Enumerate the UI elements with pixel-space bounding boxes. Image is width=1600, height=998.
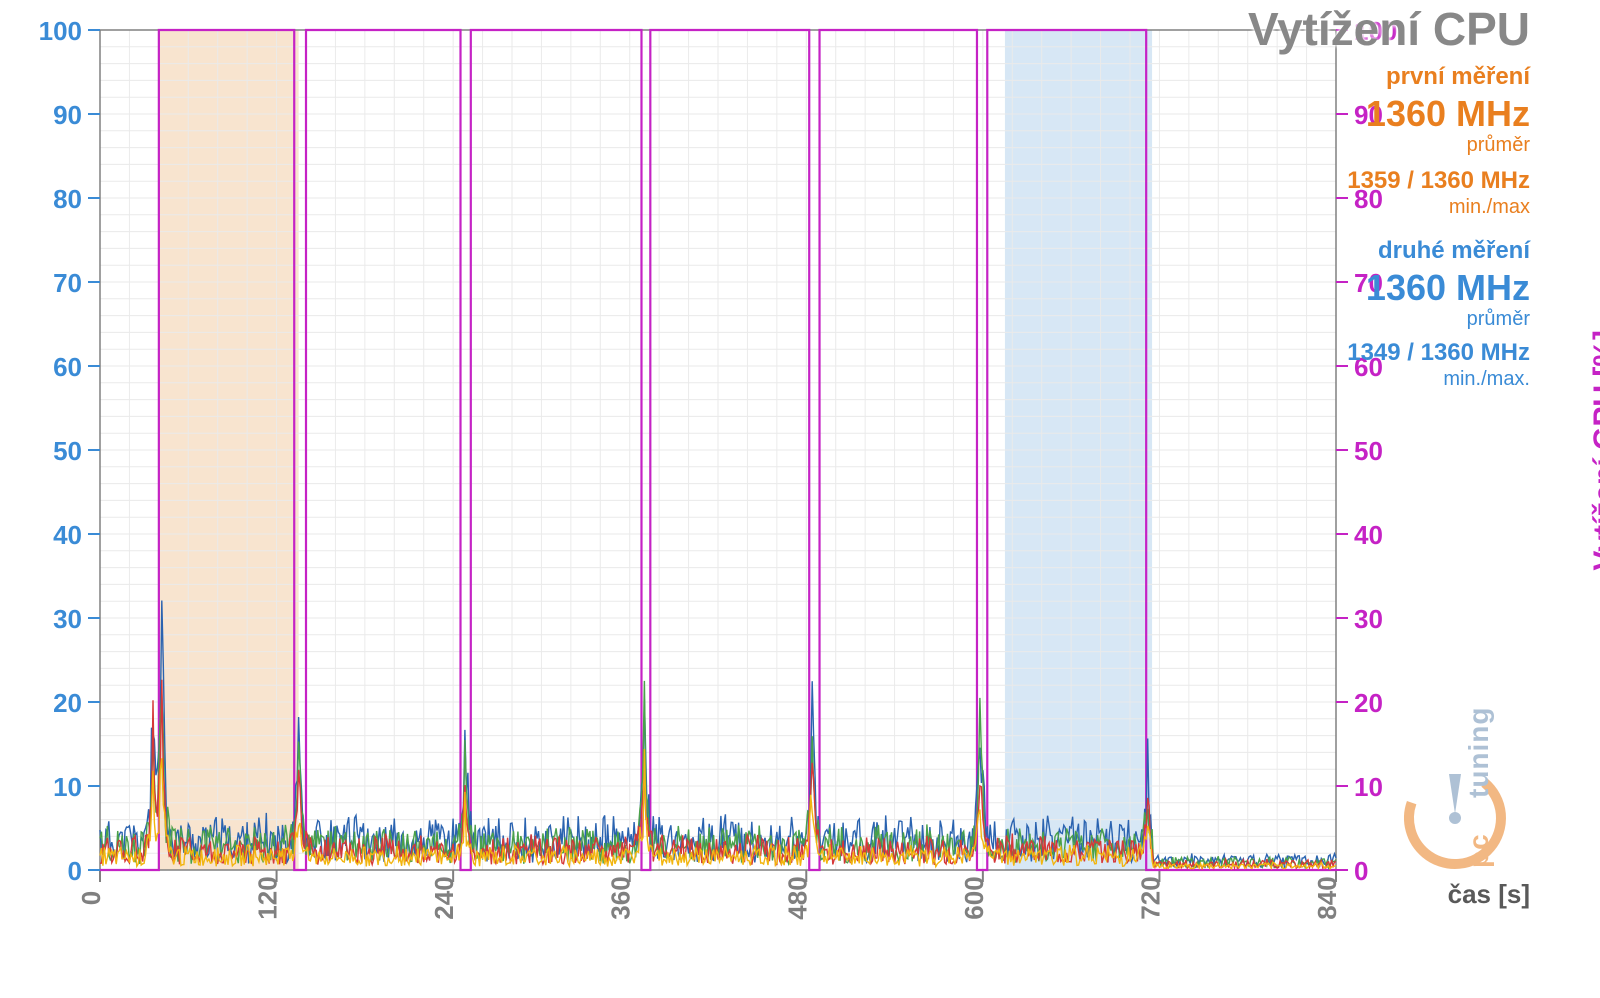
chart-svg: 0 120 240 360 480 600 720 840 0 10 20 30 40 50 60 70 80 9…: [0, 0, 1600, 998]
y-left-tick-label: 80: [53, 184, 82, 214]
y-left-tick-label: 0: [68, 856, 82, 886]
chart-container: 0 120 240 360 480 600 720 840 0 10 20 30 40 50 60 70 80 9…: [0, 0, 1600, 998]
x-tick-label: 840: [1312, 876, 1342, 919]
measurement1-heading: první měření: [1386, 64, 1530, 90]
logo-text-tuning: tuning: [1463, 706, 1494, 798]
y-right-tick-label: 20: [1354, 688, 1383, 718]
x-tick-label: 600: [959, 876, 989, 919]
x-tick-label: 0: [76, 891, 106, 905]
measurement2-minmax-sub: min./max.: [1443, 368, 1530, 390]
measurement2-heading: druhé měření: [1378, 238, 1530, 264]
measurement1-minmax-sub: min./max: [1449, 196, 1530, 218]
y-left-tick-label: 50: [53, 436, 82, 466]
measurement1-avg-value: 1360 MHz: [1366, 94, 1530, 134]
y-left-tick-label: 70: [53, 268, 82, 298]
y-left-tick-label: 10: [53, 772, 82, 802]
measurement2-minmax: 1349 / 1360 MHz: [1347, 340, 1530, 366]
y-right-axis-label: Vytížení GPU [%]: [1588, 330, 1600, 630]
y-right-tick-label: 0: [1354, 856, 1368, 886]
chart-title: Vytížení CPU: [1248, 2, 1530, 56]
y-left-tick-label: 40: [53, 520, 82, 550]
x-tick-label: 360: [606, 876, 636, 919]
y-left-tick-label: 90: [53, 100, 82, 130]
y-right-tick-label: 50: [1354, 436, 1383, 466]
x-tick-label: 480: [782, 876, 812, 919]
measurement1-minmax: 1359 / 1360 MHz: [1347, 168, 1530, 194]
y-left-axis-label: Vytížení CPU [%]: [50, 0, 84, 15]
y-left-tick-label: 30: [53, 604, 82, 634]
x-tick-label: 720: [1135, 876, 1165, 919]
measurement2-avg-value: 1360 MHz: [1366, 268, 1530, 308]
y-left-tick-label: 60: [53, 352, 82, 382]
measurement2-avg-sub: průměr: [1467, 308, 1530, 330]
watermark-logo: tuning pc: [1400, 688, 1510, 888]
y-left-tick-label: 20: [53, 688, 82, 718]
y-right-tick-label: 10: [1354, 772, 1383, 802]
x-tick-label: 240: [429, 876, 459, 919]
measurement1-avg-sub: průměr: [1467, 134, 1530, 156]
logo-text-pc: pc: [1463, 833, 1494, 868]
y-left-tick-label: 100: [39, 16, 82, 46]
y-right-tick-label: 40: [1354, 520, 1383, 550]
x-tick-label: 120: [253, 876, 283, 919]
y-right-tick-label: 30: [1354, 604, 1383, 634]
